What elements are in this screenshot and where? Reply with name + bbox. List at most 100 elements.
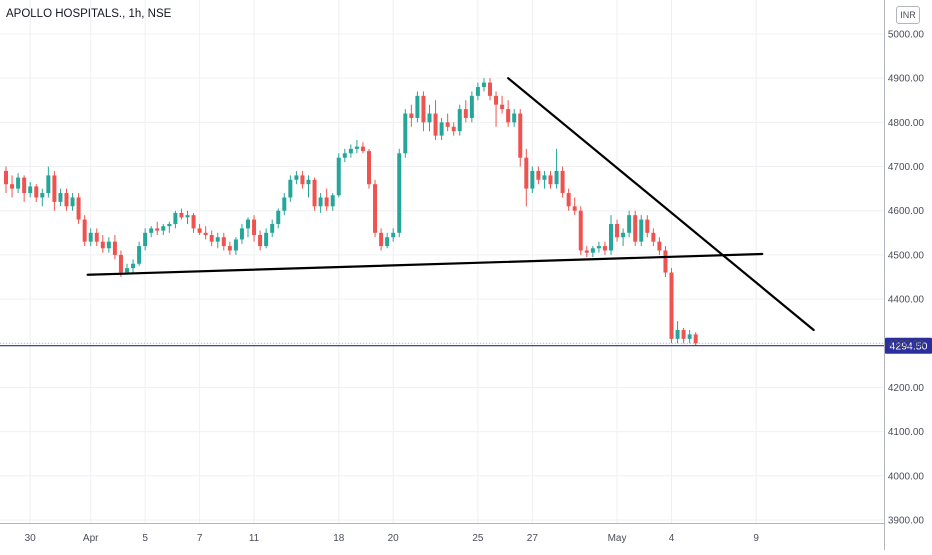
candle-body	[137, 246, 142, 264]
candle-body	[427, 113, 432, 123]
y-tick-label: 4700.00	[888, 162, 925, 173]
candle-body	[687, 334, 692, 339]
candle-body	[475, 87, 480, 96]
candle-body	[693, 334, 698, 344]
candle-body	[82, 219, 87, 242]
candle-body	[324, 197, 329, 207]
candle-body	[58, 193, 63, 202]
candle-body	[294, 175, 299, 180]
candle-body	[149, 228, 154, 233]
candle-body	[572, 206, 577, 211]
candle-body	[409, 113, 414, 118]
candle-body	[506, 109, 511, 123]
candle-body	[155, 228, 160, 231]
x-tick-label: 27	[527, 533, 539, 544]
candle-body	[633, 215, 638, 242]
candle-body	[246, 219, 250, 229]
x-tick-label: Apr	[83, 533, 99, 544]
candle-body	[276, 210, 281, 224]
candle-body	[312, 179, 317, 207]
candle-body	[282, 197, 287, 211]
candle-body	[167, 223, 172, 227]
candle-body	[621, 232, 626, 238]
candle-body	[270, 223, 275, 233]
candle-body	[548, 175, 553, 185]
candle-body	[318, 197, 323, 207]
candle-body	[542, 175, 547, 180]
x-tick-label: 9	[753, 533, 759, 544]
candles	[4, 78, 698, 346]
candle-body	[264, 232, 269, 247]
y-tick-label: 3900.00	[888, 515, 925, 526]
candle-body	[415, 95, 420, 118]
candle-body	[615, 223, 620, 238]
candle-body	[94, 232, 99, 242]
candle-body	[360, 146, 365, 152]
candle-body	[300, 175, 305, 185]
candle-body	[481, 82, 486, 88]
x-tick-label: 25	[472, 533, 484, 544]
candle-body	[252, 219, 257, 236]
candle-body	[391, 232, 396, 238]
candle-body	[330, 195, 335, 207]
candle-body	[209, 235, 214, 242]
x-tick-label: 30	[25, 533, 37, 544]
chart-title: APOLLO HOSPITALS., 1h, NSE	[6, 8, 172, 20]
candle-body	[663, 250, 668, 273]
x-tick-label: May	[608, 533, 627, 544]
candle-body	[463, 109, 468, 118]
candle-body	[639, 219, 644, 242]
candle-body	[46, 175, 51, 194]
y-tick-label: 4900.00	[888, 74, 925, 85]
candle-body	[609, 223, 613, 251]
candle-body	[88, 232, 93, 242]
candle-body	[457, 109, 462, 132]
candle-body	[342, 153, 347, 158]
candle-body	[22, 177, 27, 194]
candle-body	[518, 113, 523, 158]
candle-body	[669, 272, 674, 339]
candle-body	[681, 330, 686, 339]
y-tick-label: 5000.00	[888, 30, 925, 41]
candle-body	[596, 246, 601, 249]
x-tick-label: 18	[333, 533, 345, 544]
candle-body	[554, 170, 559, 185]
candle-body	[421, 95, 426, 123]
candle-body	[185, 215, 190, 218]
candle-body	[530, 170, 535, 189]
candle-body	[118, 254, 123, 273]
grid	[0, 0, 884, 523]
y-tick-label: 4100.00	[888, 427, 925, 438]
candle-body	[10, 184, 15, 189]
candle-body	[584, 250, 589, 253]
candle-body	[16, 177, 21, 189]
x-tick-label: 7	[197, 533, 203, 544]
y-tick-label: 4300.00	[888, 339, 925, 350]
candle-body	[373, 184, 378, 233]
candle-body	[215, 237, 220, 242]
candle-body	[403, 113, 408, 154]
candle-body	[106, 241, 111, 249]
last-price-label-bg	[885, 337, 932, 354]
y-tick-label: 4500.00	[888, 250, 925, 261]
candle-body	[239, 228, 244, 240]
candle-body	[28, 186, 33, 194]
trendline	[507, 77, 815, 332]
candle-body	[179, 212, 184, 218]
x-tick-label: 5	[142, 533, 148, 544]
candle-body	[367, 151, 371, 185]
candle-body	[125, 268, 129, 273]
x-tick-label: 4	[669, 533, 675, 544]
candle-body	[439, 122, 444, 136]
candle-body	[590, 248, 595, 253]
candle-body	[627, 215, 632, 233]
candle-body	[306, 179, 311, 185]
candle-body	[578, 210, 583, 251]
candle-body	[131, 263, 136, 269]
currency-badge[interactable]: INR	[896, 6, 920, 24]
y-tick-label: 4600.00	[888, 206, 925, 217]
y-tick-label: 4800.00	[888, 118, 925, 129]
